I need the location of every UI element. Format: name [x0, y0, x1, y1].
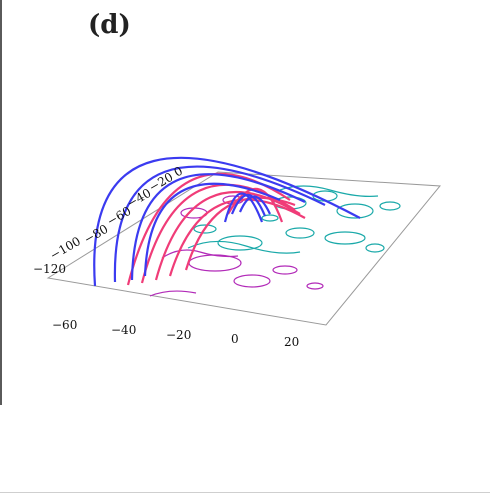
x-tick-label: −60 [52, 318, 77, 332]
x-tick-label: −40 [111, 323, 136, 337]
panel-label: (d) [88, 10, 131, 40]
magnetic-loops-blue [93, 156, 361, 287]
y-tick-label: −120 [33, 262, 66, 276]
bottom-border-line [0, 492, 490, 493]
x-tick-label: 20 [284, 335, 299, 349]
x-axis-ticks: −60 −40 −20 0 20 [52, 318, 299, 349]
y-tick-label: −100 [48, 234, 84, 263]
x-tick-label: −20 [166, 328, 191, 342]
contour-lines-cyan [187, 185, 401, 254]
x-tick-label: 0 [231, 332, 239, 346]
left-border-line [0, 0, 2, 405]
